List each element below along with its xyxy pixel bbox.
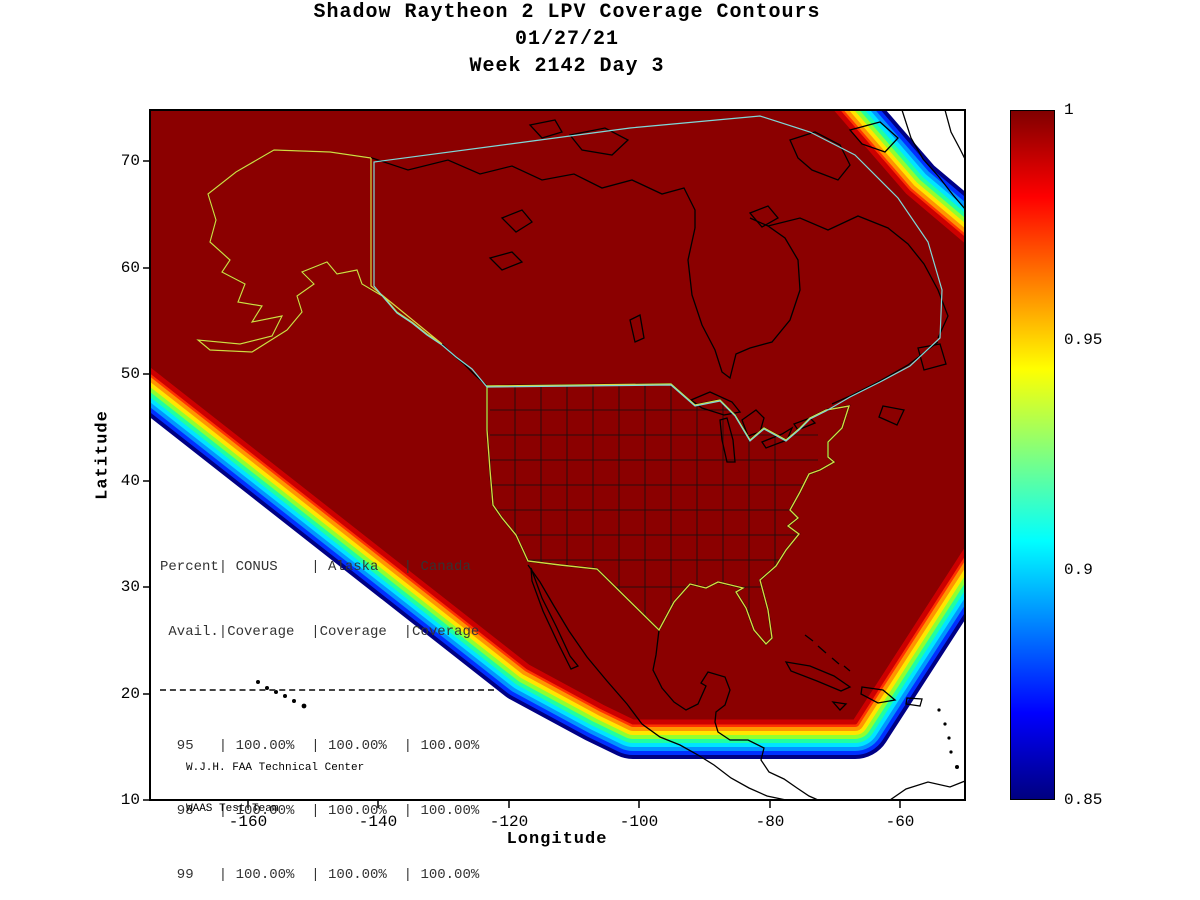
ellesmere-island [848, 121, 899, 153]
coverage-table-separator [160, 689, 494, 691]
coverage-table-row: 99 | 100.00% | 100.00% | 100.00% [160, 867, 480, 883]
high-coverage-region [150, 110, 965, 725]
victoria-island [568, 127, 630, 156]
lesser-antilles [937, 708, 959, 769]
cuba [784, 661, 852, 692]
lake-superior [689, 391, 742, 416]
coverage-table-row: 95 | 100.00% | 100.00% | 100.00% [160, 738, 480, 754]
chart-title: Shadow Raytheon 2 LPV Coverage Contours [313, 1, 821, 24]
jamaica [831, 701, 848, 711]
baja-california [530, 567, 580, 670]
puerto-rico [905, 697, 923, 707]
hudson-bay [687, 217, 801, 380]
y-tick-label: 10 [120, 791, 140, 809]
x-tick-label: -80 [755, 813, 785, 831]
x-tick-label: -160 [228, 813, 268, 831]
colorbar-tick-label: 1 [1064, 101, 1074, 119]
great-slave-lake [488, 251, 524, 271]
state-boundaries [490, 384, 818, 644]
axis-ticks [143, 160, 901, 808]
coverage-table-header: Avail.|Coverage |Coverage |Coverage [160, 623, 480, 640]
labrador-coast [767, 215, 949, 339]
y-tick-label: 50 [120, 365, 140, 383]
colorbar [1010, 110, 1055, 800]
baffin-island [789, 131, 851, 181]
x-tick-label: -120 [489, 813, 529, 831]
coverage-table-header: Percent| CONUS | Alaska | Canada [160, 559, 471, 575]
bahamas [804, 634, 851, 672]
x-tick-label: -100 [619, 813, 659, 831]
nova-scotia [878, 405, 905, 426]
conus-service-outline [486, 383, 851, 646]
colorbar-tick-label: 0.9 [1064, 561, 1093, 579]
st-lawrence [831, 341, 939, 405]
mexico-west-coast [527, 564, 787, 800]
x-tick-label: -60 [885, 813, 915, 831]
arctic-coast [371, 157, 696, 228]
alaska-service-outline [196, 149, 443, 353]
colorbar-tick-label: 0.85 [1064, 791, 1103, 809]
x-tick-label: -140 [358, 813, 398, 831]
coverage-contours [150, 110, 965, 759]
lake-huron [741, 409, 765, 437]
south-america-coast [889, 780, 965, 800]
credit-annotation: W.J.H. FAA Technical Center WAAS Test Te… [186, 735, 364, 843]
great-bear-lake [500, 209, 533, 233]
y-axis-label: Latitude [93, 410, 113, 500]
southampton-island [748, 205, 779, 228]
y-tick-label: 40 [120, 472, 140, 490]
x-axis-label: Longitude [506, 830, 608, 849]
lake-ontario [793, 417, 817, 431]
hispaniola [860, 686, 897, 704]
plot-frame [149, 109, 966, 801]
coverage-table: Percent| CONUS | Alaska | Canada Avail.|… [160, 514, 494, 900]
lake-winnipeg [629, 314, 645, 343]
y-tick-label: 30 [120, 578, 140, 596]
colorbar-tick-label: 0.95 [1064, 331, 1103, 349]
chart-week-day: Week 2142 Day 3 [469, 55, 665, 78]
lake-michigan [719, 417, 736, 463]
coverage-table-row: 98 | 100.00% | 100.00% | 100.00% [160, 802, 480, 819]
credit-line: W.J.H. FAA Technical Center [186, 762, 365, 774]
banks-island [528, 119, 563, 139]
y-tick-label: 70 [120, 152, 140, 170]
y-tick-label: 60 [120, 259, 140, 277]
greenland-coast [901, 110, 965, 210]
mexico-east-coast [652, 629, 819, 800]
chart-date: 01/27/21 [514, 28, 619, 51]
y-tick-label: 20 [120, 685, 140, 703]
canada-service-outline [373, 115, 943, 442]
credit-line: WAAS Test Team [186, 802, 279, 815]
